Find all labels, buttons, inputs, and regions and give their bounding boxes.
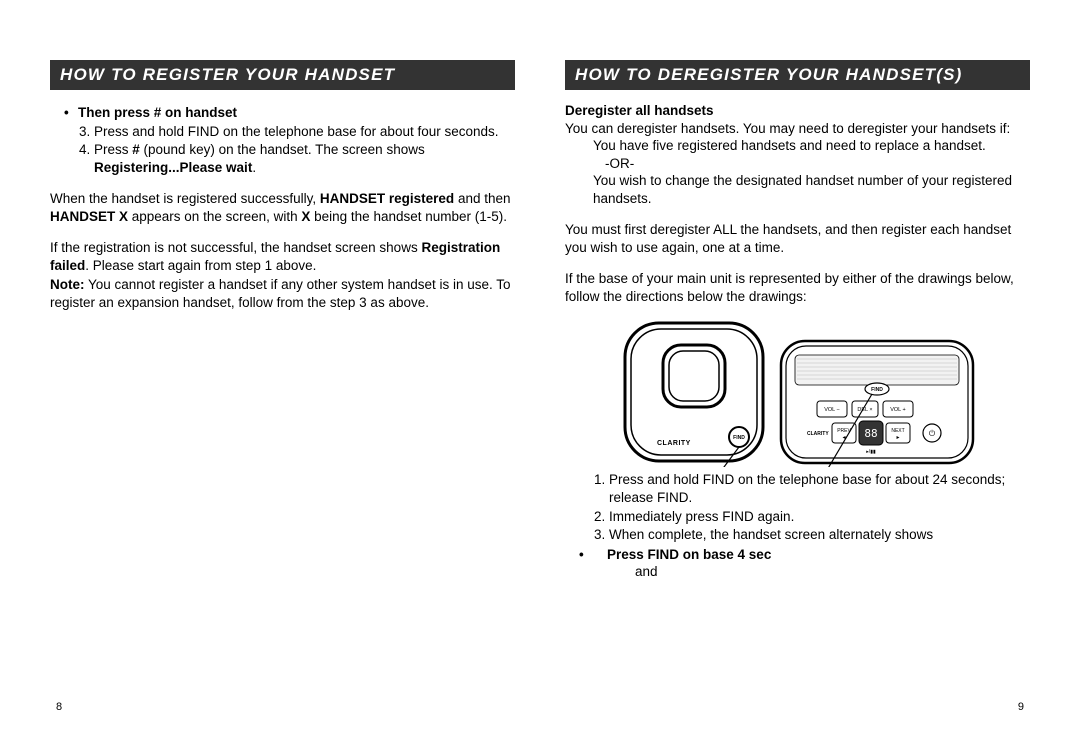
page-number-left: 8 bbox=[56, 701, 62, 713]
step-3: Press and hold FIND on the telephone bas… bbox=[94, 123, 515, 141]
fig2-brand: CLARITY bbox=[807, 431, 829, 437]
bullet-press-find: Press FIND on base 4 sec bbox=[565, 546, 1030, 564]
fig2-next: NEXT bbox=[891, 428, 904, 434]
page-number-right: 9 bbox=[1018, 701, 1024, 713]
header-register: HOW TO REGISTER YOUR HANDSET bbox=[50, 60, 515, 90]
register-steps: Press and hold FIND on the telephone bas… bbox=[50, 123, 515, 177]
para-must-first: You must first deregister ALL the handse… bbox=[565, 221, 1030, 256]
para-success: When the handset is registered successfu… bbox=[50, 190, 515, 225]
fig1-brand: CLARITY bbox=[657, 440, 691, 447]
figures: FIND CLARITY FIND bbox=[565, 317, 1030, 467]
header-deregister: HOW TO DEREGISTER YOUR HANDSET(S) bbox=[565, 60, 1030, 90]
opt-b: You wish to change the designated handse… bbox=[565, 172, 1030, 207]
fig2-find-label: FIND bbox=[871, 387, 883, 393]
para-if-base: If the base of your main unit is represe… bbox=[565, 270, 1030, 305]
fig2-vol-minus: VOL − bbox=[824, 407, 840, 413]
figure-base-wide: FIND VOL − DEL × VOL + CLARITY PREV ◂ 88… bbox=[777, 337, 977, 467]
dstep-1: Press and hold FIND on the telephone bas… bbox=[609, 471, 1030, 506]
fig2-display: 88 bbox=[864, 427, 877, 440]
deregister-steps: Press and hold FIND on the telephone bas… bbox=[565, 471, 1030, 543]
fig2-power-icon: ⏻ bbox=[928, 429, 935, 438]
svg-text:▸: ▸ bbox=[896, 435, 899, 441]
para-intro: You can deregister handsets. You may nee… bbox=[565, 120, 1030, 138]
opt-a: You have five registered handsets and ne… bbox=[565, 137, 1030, 155]
step-4: Press # (pound key) on the handset. The … bbox=[94, 141, 515, 176]
fig2-delx: DEL × bbox=[857, 407, 872, 413]
fig1-find-label: FIND bbox=[733, 435, 745, 441]
dstep-2: Immediately press FIND again. bbox=[609, 508, 1030, 526]
figure-base-square: FIND CLARITY bbox=[619, 317, 769, 467]
fig2-vol-plus: VOL + bbox=[890, 407, 906, 413]
left-body: Then press # on handset Press and hold F… bbox=[50, 102, 515, 311]
right-body: Deregister all handsets You can deregist… bbox=[565, 102, 1030, 581]
page-right: HOW TO DEREGISTER YOUR HANDSET(S) Deregi… bbox=[540, 60, 1030, 711]
h2-deregister-all: Deregister all handsets bbox=[565, 102, 1030, 120]
opt-or: -OR- bbox=[565, 155, 1030, 173]
para-note: Note: You cannot register a handset if a… bbox=[50, 276, 515, 311]
and-text: and bbox=[565, 563, 1030, 581]
bullet-then-press-hash: Then press # on handset bbox=[50, 104, 515, 122]
svg-text:▸/▮▮: ▸/▮▮ bbox=[866, 449, 876, 455]
dstep-3: When complete, the handset screen altern… bbox=[609, 526, 1030, 544]
para-fail: If the registration is not successful, t… bbox=[50, 239, 515, 274]
page-left: HOW TO REGISTER YOUR HANDSET Then press … bbox=[50, 60, 540, 711]
